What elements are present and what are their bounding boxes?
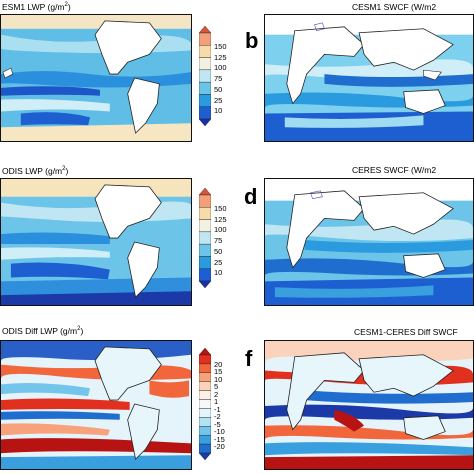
panel-b-title: CESM1 SWCF (W/m2	[352, 2, 437, 12]
colorbar-swatch	[199, 363, 211, 374]
panel-d-label: d	[244, 184, 258, 209]
colorbar-tick-label: 1	[214, 397, 219, 407]
colorbar-swatch	[199, 207, 211, 220]
colorbar-swatch	[199, 188, 211, 196]
colorbar-swatch	[199, 32, 211, 46]
colorbar-tick-label: -2	[214, 412, 221, 422]
panel-f-title: CESM1-CERES Diff SWCF	[354, 327, 458, 337]
colorbar-swatch	[199, 426, 211, 436]
colorbar-tick-label: -5	[214, 419, 221, 429]
colorbar-swatch	[199, 81, 211, 95]
panel-c-title: ODIS LWP (g/m2)	[2, 165, 69, 176]
colorbar-tick-label: 10	[214, 374, 223, 384]
colorbar-tick-label: 2	[214, 389, 219, 399]
map-d	[264, 178, 474, 306]
map-b	[264, 14, 474, 142]
colorbar-swatch	[199, 434, 211, 445]
colorbar-tick-label: 75	[214, 74, 223, 83]
colorbar-tick-label: 50	[214, 246, 223, 256]
panel-b-label: b	[245, 28, 259, 53]
map-a	[0, 14, 192, 142]
colorbar-tick-label: 150	[214, 41, 227, 51]
colorbar-tick-label: 15	[214, 367, 223, 377]
colorbar-tick-label: 25	[214, 257, 223, 267]
colorbar-swatch	[199, 106, 211, 120]
colorbar-tick-label: 100	[214, 63, 227, 73]
colorbar-swatch	[199, 399, 211, 409]
colorbar-swatch	[199, 57, 211, 71]
colorbar-swatch	[199, 408, 211, 418]
map-e	[0, 340, 192, 470]
colorbar-a	[199, 26, 211, 126]
panel-d-title: CERES SWCF (W/m2	[352, 165, 437, 175]
colorbar-swatch	[199, 443, 211, 454]
colorbar-tick-label: 20	[214, 359, 223, 369]
colorbar-c	[199, 188, 211, 288]
colorbar-swatch	[199, 452, 211, 460]
colorbar-swatch	[199, 268, 211, 282]
colorbar-tick-label: 25	[214, 95, 223, 105]
colorbar-swatch	[199, 417, 211, 427]
map-c	[0, 178, 192, 306]
colorbar-swatch	[199, 118, 211, 126]
colorbar-tick-label: 125	[214, 52, 227, 62]
colorbar-swatch	[199, 354, 211, 365]
colorbar-swatch	[199, 280, 211, 288]
colorbar-swatch	[199, 26, 211, 34]
colorbar-tick-label: 75	[214, 236, 223, 245]
colorbar-swatch	[199, 194, 211, 208]
colorbar-swatch	[199, 372, 211, 382]
map-f	[264, 340, 474, 470]
colorbar-tick-label: 100	[214, 225, 227, 235]
colorbar-swatch	[199, 94, 211, 107]
colorbar-swatch	[199, 243, 211, 257]
colorbar-tick-label: -20	[214, 442, 225, 452]
colorbar-tick-label: -1	[214, 404, 221, 414]
panel-a-title: ESM1 LWP (g/m2)	[2, 1, 71, 12]
colorbar-swatch	[199, 381, 211, 391]
colorbar-swatch	[199, 390, 211, 400]
colorbar-tick-label: 150	[214, 203, 227, 213]
colorbar-tick-label: 5	[214, 382, 219, 392]
colorbar-tick-label: 10	[214, 106, 223, 116]
panel-e-title: ODIS Diff LWP (g/m2)	[2, 325, 84, 336]
colorbar-tick-label: 50	[214, 84, 223, 94]
colorbar-swatch	[199, 69, 211, 83]
colorbar-swatch	[199, 348, 211, 356]
colorbar-swatch	[199, 219, 211, 233]
colorbar-swatch	[199, 231, 211, 245]
colorbar-swatch	[199, 256, 211, 269]
colorbar-swatch	[199, 45, 211, 58]
colorbar-e	[199, 348, 211, 460]
panel-f-label: f	[245, 346, 253, 371]
colorbar-tick-label: -15	[214, 434, 225, 444]
colorbar-tick-label: -10	[214, 427, 225, 437]
colorbar-tick-label: 10	[214, 268, 223, 278]
colorbar-tick-label: 125	[214, 214, 227, 224]
